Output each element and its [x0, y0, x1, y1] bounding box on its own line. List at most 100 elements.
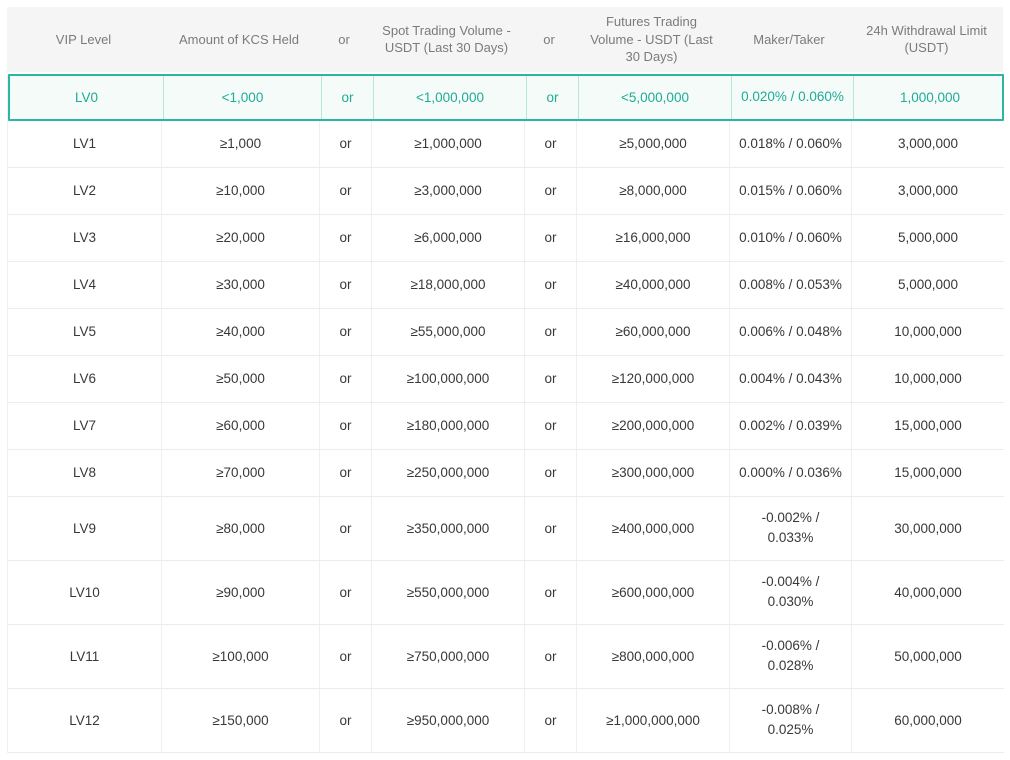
or-cell: or: [319, 120, 371, 167]
spot-volume-cell: ≥1,000,000: [371, 120, 524, 167]
withdrawal-limit-cell: 15,000,000: [851, 402, 1004, 449]
withdrawal-limit-cell: 5,000,000: [851, 214, 1004, 261]
spot-volume-cell: ≥100,000,000: [371, 355, 524, 402]
or-cell: or: [319, 308, 371, 355]
table-row-lv3: LV3 ≥20,000 or ≥6,000,000 or ≥16,000,000 0.010…: [8, 214, 1004, 262]
or-cell: or: [319, 560, 371, 624]
spot-volume-cell: ≥950,000,000: [371, 688, 524, 752]
spot-volume-cell: ≥18,000,000: [371, 261, 524, 308]
futures-volume-cell: ≥120,000,000: [576, 355, 729, 402]
kcs-held-cell: <1,000: [163, 75, 321, 119]
maker-taker-cell: 0.010% / 0.060%: [729, 214, 851, 261]
spot-volume-cell: ≥3,000,000: [371, 167, 524, 214]
futures-volume-cell: ≥60,000,000: [576, 308, 729, 355]
table-header-row: VIP Level Amount of KCS Held or Spot Tra…: [7, 7, 1003, 72]
futures-volume-cell: ≥300,000,000: [576, 449, 729, 496]
kcs-held-cell: ≥150,000: [161, 688, 319, 752]
column-header-spot-volume: Spot Trading Volume - USDT (Last 30 Days…: [382, 22, 511, 56]
table-row-lv9: LV9 ≥80,000 or ≥350,000,000 or ≥400,000,000 -0…: [8, 496, 1004, 561]
futures-volume-cell: ≥200,000,000: [576, 402, 729, 449]
maker-taker-cell: 0.020% / 0.060%: [731, 75, 853, 119]
withdrawal-limit-cell: 3,000,000: [851, 167, 1004, 214]
withdrawal-limit-cell: 50,000,000: [851, 624, 1004, 688]
vip-level-cell: LV8: [72, 465, 97, 481]
table-row-lv2: LV2 ≥10,000 or ≥3,000,000 or ≥8,000,000 0.015%…: [8, 167, 1004, 215]
maker-taker-cell: 0.006% / 0.048%: [729, 308, 851, 355]
vip-level-cell: LV11: [69, 648, 100, 664]
table-row-lv11: LV11 ≥100,000 or ≥750,000,000 or ≥800,000,000…: [8, 624, 1004, 689]
or-cell: or: [524, 355, 576, 402]
vip-level-cell: LV5: [72, 324, 97, 340]
table-row-lv12: LV12 ≥150,000 or ≥950,000,000 or ≥1,000,000,0…: [8, 688, 1004, 753]
maker-taker-cell: -0.008% / 0.025%: [729, 688, 851, 752]
spot-volume-cell: ≥350,000,000: [371, 496, 524, 560]
maker-taker-cell: 0.008% / 0.053%: [729, 261, 851, 308]
withdrawal-limit-cell: 40,000,000: [851, 560, 1004, 624]
or-cell: or: [524, 688, 576, 752]
or-cell: or: [524, 120, 576, 167]
futures-volume-cell: <5,000,000: [578, 75, 731, 119]
maker-taker-cell: -0.006% / 0.028%: [729, 624, 851, 688]
or-cell: or: [524, 402, 576, 449]
spot-volume-cell: ≥550,000,000: [371, 560, 524, 624]
futures-volume-cell: ≥400,000,000: [576, 496, 729, 560]
spot-volume-cell: ≥750,000,000: [371, 624, 524, 688]
or-cell: or: [319, 214, 371, 261]
or-cell: or: [524, 449, 576, 496]
column-header-or: or: [543, 31, 555, 47]
kcs-held-cell: ≥80,000: [161, 496, 319, 560]
vip-level-cell: LV0: [74, 89, 99, 105]
table-row-lv6: LV6 ≥50,000 or ≥100,000,000 or ≥120,000,000 0.…: [8, 355, 1004, 403]
futures-volume-cell: ≥600,000,000: [576, 560, 729, 624]
or-cell: or: [319, 167, 371, 214]
or-cell: or: [526, 75, 578, 119]
or-cell: or: [319, 261, 371, 308]
column-header-futures-volume: Futures Trading Volume - USDT (Last 30 D…: [590, 14, 713, 65]
table-row-lv4: LV4 ≥30,000 or ≥18,000,000 or ≥40,000,000 0.00…: [8, 261, 1004, 309]
futures-volume-cell: ≥800,000,000: [576, 624, 729, 688]
or-cell: or: [319, 355, 371, 402]
column-header-kcs-held: Amount of KCS Held: [179, 31, 299, 47]
maker-taker-cell: 0.018% / 0.060%: [729, 120, 851, 167]
table-row-lv5: LV5 ≥40,000 or ≥55,000,000 or ≥60,000,000 0.00…: [8, 308, 1004, 356]
spot-volume-cell: ≥180,000,000: [371, 402, 524, 449]
table-row-lv10: LV10 ≥90,000 or ≥550,000,000 or ≥600,000,000-…: [8, 560, 1004, 625]
maker-taker-cell: 0.004% / 0.043%: [729, 355, 851, 402]
spot-volume-cell: ≥55,000,000: [371, 308, 524, 355]
or-cell: or: [319, 688, 371, 752]
withdrawal-limit-cell: 60,000,000: [851, 688, 1004, 752]
or-cell: or: [319, 449, 371, 496]
kcs-held-cell: ≥40,000: [161, 308, 319, 355]
withdrawal-limit-cell: 10,000,000: [851, 355, 1004, 402]
futures-volume-cell: ≥1,000,000,000: [576, 688, 729, 752]
kcs-held-cell: ≥100,000: [161, 624, 319, 688]
or-cell: or: [524, 261, 576, 308]
table-row-lv1: LV1 ≥1,000 or ≥1,000,000 or ≥5,000,000 0.018% …: [8, 120, 1004, 168]
or-cell: or: [319, 496, 371, 560]
column-header-or: or: [338, 31, 350, 47]
column-header-maker-taker: Maker/Taker: [753, 31, 825, 47]
kcs-held-cell: ≥20,000: [161, 214, 319, 261]
kcs-held-cell: ≥90,000: [161, 560, 319, 624]
vip-level-cell: LV9: [72, 520, 97, 536]
spot-volume-cell: <1,000,000: [373, 75, 526, 119]
maker-taker-cell: -0.004% / 0.030%: [729, 560, 851, 624]
vip-level-cell: LV10: [69, 584, 100, 600]
vip-level-cell: LV4: [72, 277, 97, 293]
kcs-held-cell: ≥10,000: [161, 167, 319, 214]
maker-taker-cell: 0.002% / 0.039%: [729, 402, 851, 449]
or-cell: or: [524, 496, 576, 560]
vip-level-table-body: LV0 <1,000 or <1,000,000 or <5,000,000 0.020% …: [7, 73, 1004, 753]
or-cell: or: [321, 75, 373, 119]
vip-level-cell: LV2: [72, 183, 97, 199]
or-cell: or: [524, 167, 576, 214]
kcs-held-cell: ≥70,000: [161, 449, 319, 496]
or-cell: or: [319, 624, 371, 688]
maker-taker-cell: 0.015% / 0.060%: [729, 167, 851, 214]
or-cell: or: [524, 560, 576, 624]
futures-volume-cell: ≥5,000,000: [576, 120, 729, 167]
kcs-held-cell: ≥50,000: [161, 355, 319, 402]
withdrawal-limit-cell: 10,000,000: [851, 308, 1004, 355]
futures-volume-cell: ≥16,000,000: [576, 214, 729, 261]
